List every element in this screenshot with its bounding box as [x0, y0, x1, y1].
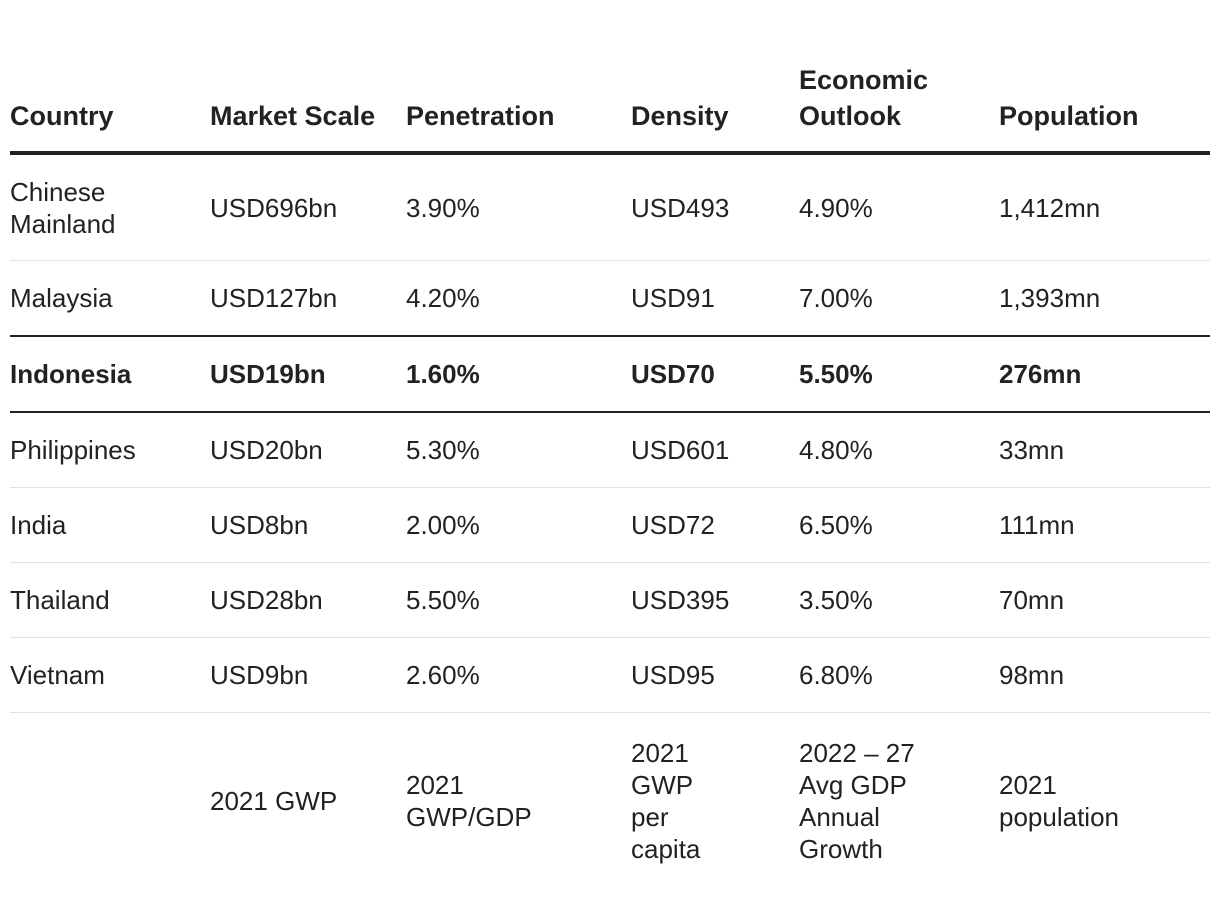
cell-penetration: 2.00% — [406, 487, 631, 563]
cell-economic-outlook: 4.90% — [799, 153, 999, 261]
cell-economic-outlook: 7.00% — [799, 260, 999, 337]
cell-market-scale: USD9bn — [210, 637, 406, 713]
cell-population: 1,393mn — [999, 260, 1210, 337]
cell-population: 111mn — [999, 487, 1210, 563]
note-density: 2021 GWP per capita — [631, 738, 701, 864]
cell-penetration: 1.60% — [406, 336, 631, 413]
cell-density: USD493 — [631, 153, 799, 261]
table-row: Chinese Mainland USD696bn 3.90% USD493 4… — [10, 153, 1210, 261]
cell-population: 33mn — [999, 412, 1210, 488]
table-notes-row: 2021 GWP 2021 GWP/GDP 2021 GWP per capit… — [10, 713, 1210, 886]
cell-market-scale: USD19bn — [210, 336, 406, 413]
table-row: Thailand USD28bn 5.50% USD395 3.50% 70mn — [10, 562, 1210, 638]
cell-market-scale: USD127bn — [210, 260, 406, 337]
header-population: Population — [999, 0, 1210, 155]
cell-economic-outlook: 5.50% — [799, 336, 999, 413]
cell-economic-outlook: 4.80% — [799, 412, 999, 488]
cell-country: Malaysia — [10, 260, 210, 337]
cell-country: Philippines — [10, 412, 210, 488]
cell-economic-outlook: 6.80% — [799, 637, 999, 713]
header-penetration: Penetration — [406, 0, 631, 155]
cell-density: USD72 — [631, 487, 799, 563]
table-row: Vietnam USD9bn 2.60% USD95 6.80% 98mn — [10, 637, 1210, 713]
header-market-scale: Market Scale — [210, 0, 406, 155]
header-row: Country Market Scale Penetration Density… — [10, 0, 1210, 155]
header-density: Density — [631, 0, 799, 155]
cell-market-scale: USD28bn — [210, 562, 406, 638]
header-economic-outlook: Economic Outlook — [799, 0, 999, 155]
note-penetration: 2021 GWP/GDP — [406, 770, 532, 832]
note-economic-outlook: 2022 – 27 Avg GDP Annual Growth — [799, 738, 915, 864]
cell-penetration: 3.90% — [406, 153, 631, 261]
highlighted-table-row: Indonesia USD19bn 1.60% USD70 5.50% 276m… — [10, 336, 1210, 413]
cell-penetration: 2.60% — [406, 637, 631, 713]
note-market-scale: 2021 GWP — [210, 786, 338, 816]
cell-density: USD601 — [631, 412, 799, 488]
cell-density: USD95 — [631, 637, 799, 713]
cell-market-scale: USD696bn — [210, 153, 406, 261]
cell-penetration: 4.20% — [406, 260, 631, 337]
table-row: Philippines USD20bn 5.30% USD601 4.80% 3… — [10, 412, 1210, 488]
cell-country: India — [10, 487, 210, 563]
note-country — [10, 713, 210, 886]
market-comparison-table: Country Market Scale Penetration Density… — [10, 0, 1210, 885]
cell-population: 1,412mn — [999, 153, 1210, 261]
table-row: India USD8bn 2.00% USD72 6.50% 111mn — [10, 487, 1210, 563]
cell-country: Chinese Mainland — [10, 153, 210, 261]
market-table-container: Country Market Scale Penetration Density… — [10, 0, 1210, 885]
cell-country: Thailand — [10, 562, 210, 638]
cell-country: Vietnam — [10, 637, 210, 713]
cell-population: 276mn — [999, 336, 1210, 413]
cell-population: 70mn — [999, 562, 1210, 638]
cell-penetration: 5.30% — [406, 412, 631, 488]
cell-population: 98mn — [999, 637, 1210, 713]
note-population: 2021 population — [999, 770, 1119, 832]
cell-economic-outlook: 6.50% — [799, 487, 999, 563]
cell-penetration: 5.50% — [406, 562, 631, 638]
cell-density: USD70 — [631, 336, 799, 413]
table-row: Malaysia USD127bn 4.20% USD91 7.00% 1,39… — [10, 260, 1210, 337]
cell-economic-outlook: 3.50% — [799, 562, 999, 638]
header-country: Country — [10, 0, 210, 155]
cell-country: Indonesia — [10, 336, 210, 413]
cell-density: USD91 — [631, 260, 799, 337]
cell-market-scale: USD20bn — [210, 412, 406, 488]
cell-market-scale: USD8bn — [210, 487, 406, 563]
cell-density: USD395 — [631, 562, 799, 638]
